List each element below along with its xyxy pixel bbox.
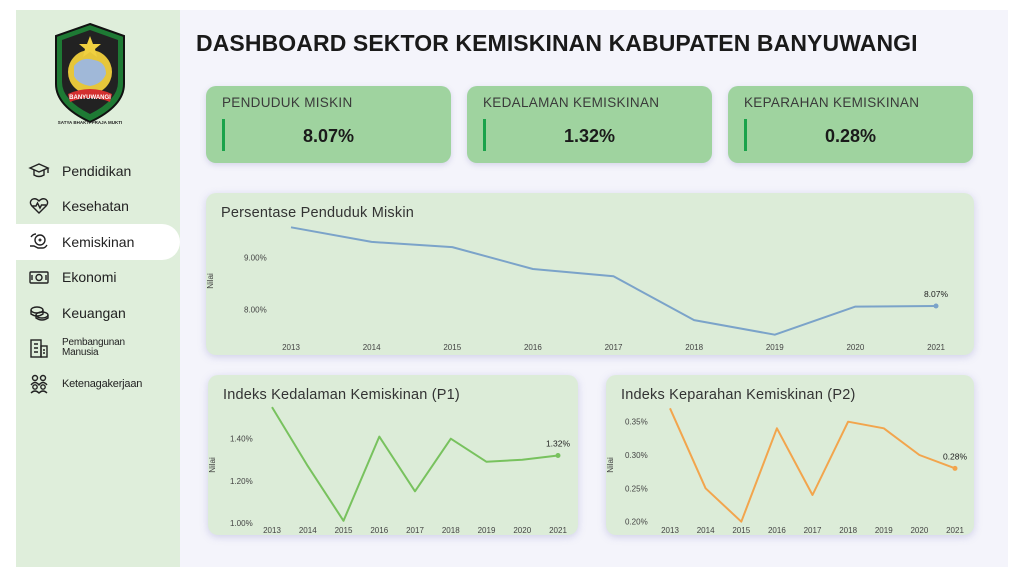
x-tick-label: 2014 (299, 526, 317, 535)
y-tick-label: 1.00% (230, 519, 253, 528)
sidebar-item-label: Kemiskinan (62, 233, 135, 250)
x-tick-label: 2016 (524, 343, 542, 352)
logo-motto: SATYA BHAKTI PRAJA MUKTI (58, 120, 122, 125)
kpi-card-kedalaman-kemiskinan: KEDALAMAN KEMISKINAN 1.32% (467, 86, 712, 163)
series-line (669, 407, 956, 523)
building-icon (28, 337, 50, 359)
x-tick-label: 2015 (335, 526, 353, 535)
sidebar-item-ketenagakerjaan[interactable]: Ketenagakerjaan (16, 366, 180, 402)
kpi-card-penduduk-miskin: PENDUDUK MISKIN 8.07% (206, 86, 451, 163)
chart-card-persentase-penduduk-miskin: Persentase Penduduk Miskin Nilai 9.00% 8.0… (206, 193, 974, 355)
money-bill-icon (28, 266, 50, 288)
sidebar-item-keuangan[interactable]: Keuangan (16, 295, 180, 331)
x-tick-label: 2015 (443, 343, 461, 352)
data-label: 1.32% (546, 439, 571, 449)
x-tick-label: 2020 (513, 526, 531, 535)
x-tick-label: 2021 (946, 526, 964, 535)
sidebar-item-label: Kesehatan (62, 198, 129, 215)
x-tick-label: 2020 (910, 526, 928, 535)
series-line (271, 406, 559, 522)
x-tick-label: 2020 (846, 343, 864, 352)
sidebar-item-label: Ketenagakerjaan (62, 377, 143, 390)
people-group-icon (28, 373, 50, 395)
y-tick-label: 9.00% (244, 254, 267, 263)
x-tick-label: 2019 (766, 343, 784, 352)
x-tick-label: 2018 (442, 526, 460, 535)
kpi-label: KEPARAHAN KEMISKINAN (744, 95, 920, 110)
y-axis-label: Nilai (206, 273, 215, 289)
kpi-accent-bar (483, 119, 486, 151)
heart-pulse-icon (28, 195, 50, 217)
x-tick-label: 2021 (549, 526, 567, 535)
banyuwangi-emblem-logo: BANYUWANGI SATYA BHAKTI PRAJA MUKTI (55, 22, 125, 125)
series-line (290, 226, 937, 336)
sidebar: BANYUWANGI SATYA BHAKTI PRAJA MUKTI Pend… (16, 10, 180, 567)
data-point-marker[interactable] (933, 303, 939, 309)
kpi-value: 0.28% (824, 126, 877, 146)
chart-title: Indeks Kedalaman Kemiskinan (P1) (223, 387, 460, 403)
x-tick-label: 2013 (263, 526, 281, 535)
y-axis-label: Nilai (208, 457, 217, 473)
line-chart: Nilai 9.00% 8.00% 2013 2014 2015 2016 2017 2018 2… (206, 226, 949, 352)
x-tick-label: 2017 (605, 343, 623, 352)
y-tick-label: 0.30% (625, 451, 648, 460)
x-tick-label: 2021 (927, 343, 945, 352)
x-tick-label: 2019 (478, 526, 496, 535)
sidebar-item-kemiskinan[interactable]: Kemiskinan (16, 224, 180, 260)
x-tick-label: 2016 (768, 526, 786, 535)
line-chart: Nilai 1.40% 1.20% 1.00% 2013 2014 2015 2016 2017… (208, 406, 571, 535)
hand-coin-icon (28, 231, 50, 253)
sidebar-item-label: Pendidikan (62, 162, 132, 179)
logo-ribbon-text: BANYUWANGI (69, 95, 111, 101)
x-tick-label: 2014 (697, 526, 715, 535)
kpi-accent-bar (222, 119, 225, 151)
y-tick-label: 0.20% (625, 518, 648, 527)
y-tick-label: 0.25% (625, 484, 648, 493)
x-tick-label: 2018 (839, 526, 857, 535)
data-point-marker[interactable] (555, 453, 561, 459)
kpi-value: 1.32% (563, 126, 616, 146)
x-tick-label: 2017 (804, 526, 822, 535)
sidebar-item-pendidikan[interactable]: Pendidikan (16, 153, 180, 189)
y-axis-label: Nilai (606, 457, 615, 473)
kpi-label: PENDUDUK MISKIN (222, 95, 353, 110)
chart-card-indeks-keparahan: Indeks Keparahan Kemiskinan (P2) Nilai 0.… (606, 375, 974, 535)
chart-title: Indeks Keparahan Kemiskinan (P2) (621, 387, 856, 403)
data-label: 8.07% (924, 289, 949, 299)
chart-card-indeks-kedalaman: Indeks Kedalaman Kemiskinan (P1) Nilai 1.… (208, 375, 578, 535)
sidebar-item-label: Pembangunan Manusia (62, 337, 125, 359)
sidebar-item-label: Ekonomi (62, 269, 117, 286)
sidebar-item-pembangunan-manusia[interactable]: Pembangunan Manusia (16, 331, 180, 367)
data-point-marker[interactable] (952, 465, 958, 471)
x-tick-label: 2013 (282, 343, 300, 352)
sidebar-item-kesehatan[interactable]: Kesehatan (16, 188, 180, 224)
sidebar-item-label: Keuangan (62, 304, 126, 321)
y-tick-label: 1.20% (230, 477, 253, 486)
dashboard-frame: BANYUWANGI SATYA BHAKTI PRAJA MUKTI Pend… (16, 10, 1008, 567)
x-tick-label: 2016 (370, 526, 388, 535)
y-tick-label: 1.40% (230, 435, 253, 444)
x-tick-label: 2015 (732, 526, 750, 535)
kpi-value: 8.07% (302, 126, 355, 146)
sidebar-nav: Pendidikan Kesehatan Kemiskinan Ekonomi (16, 153, 180, 402)
graduation-cap-icon (28, 160, 50, 182)
kpi-accent-bar (744, 119, 747, 151)
line-chart: Nilai 0.35% 0.30% 0.25% 0.20% 2013 2014 2015 201… (606, 407, 968, 535)
x-tick-label: 2019 (875, 526, 893, 535)
x-tick-label: 2014 (363, 343, 381, 352)
chart-title: Persentase Penduduk Miskin (221, 205, 414, 221)
page-title: DASHBOARD SEKTOR KEMISKINAN KABUPATEN BA… (196, 30, 918, 56)
x-tick-label: 2018 (685, 343, 703, 352)
kpi-label: KEDALAMAN KEMISKINAN (483, 95, 660, 110)
x-tick-label: 2017 (406, 526, 424, 535)
data-label: 0.28% (943, 451, 968, 461)
kpi-card-keparahan-kemiskinan: KEPARAHAN KEMISKINAN 0.28% (728, 86, 973, 163)
x-tick-label: 2013 (661, 526, 679, 535)
y-tick-label: 8.00% (244, 306, 267, 315)
y-tick-label: 0.35% (625, 418, 648, 427)
coins-icon (28, 302, 50, 324)
sidebar-item-ekonomi[interactable]: Ekonomi (16, 260, 180, 296)
